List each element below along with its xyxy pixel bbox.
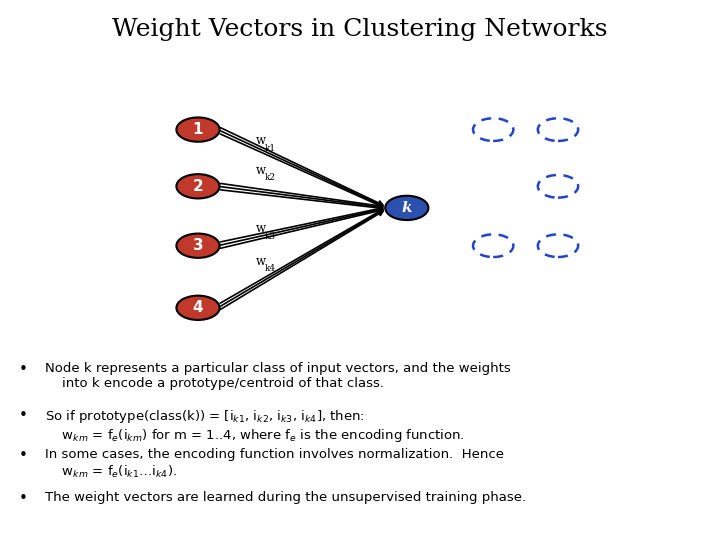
Ellipse shape: [385, 195, 428, 220]
Text: Node k represents a particular class of input vectors, and the weights
    into : Node k represents a particular class of …: [45, 362, 510, 390]
Text: •: •: [19, 491, 27, 507]
Text: k4: k4: [265, 264, 276, 273]
Ellipse shape: [176, 174, 220, 199]
Text: In some cases, the encoding function involves normalization.  Hence
    w$_{km}$: In some cases, the encoding function inv…: [45, 448, 504, 480]
Text: So if prototype(class(k)) = [i$_{k1}$, i$_{k2}$, i$_{k3}$, i$_{k4}$], then:
    : So if prototype(class(k)) = [i$_{k1}$, i…: [45, 408, 464, 444]
Text: k3: k3: [265, 232, 276, 241]
Ellipse shape: [176, 118, 220, 141]
Text: Weight Vectors in Clustering Networks: Weight Vectors in Clustering Networks: [112, 18, 608, 41]
Text: The weight vectors are learned during the unsupervised training phase.: The weight vectors are learned during th…: [45, 491, 526, 504]
Ellipse shape: [176, 295, 220, 320]
Text: 1: 1: [193, 122, 203, 137]
Text: k2: k2: [265, 173, 276, 183]
Text: •: •: [19, 448, 27, 463]
Text: w: w: [256, 222, 266, 235]
Ellipse shape: [176, 233, 220, 258]
Text: •: •: [19, 408, 27, 423]
Text: •: •: [19, 362, 27, 377]
Text: 2: 2: [193, 179, 203, 194]
Text: w: w: [256, 134, 266, 147]
Text: k: k: [402, 201, 412, 215]
Text: k1: k1: [265, 144, 276, 153]
Text: w: w: [256, 164, 266, 177]
Text: 4: 4: [193, 300, 203, 315]
Text: 3: 3: [193, 238, 203, 253]
Text: w: w: [256, 254, 266, 268]
